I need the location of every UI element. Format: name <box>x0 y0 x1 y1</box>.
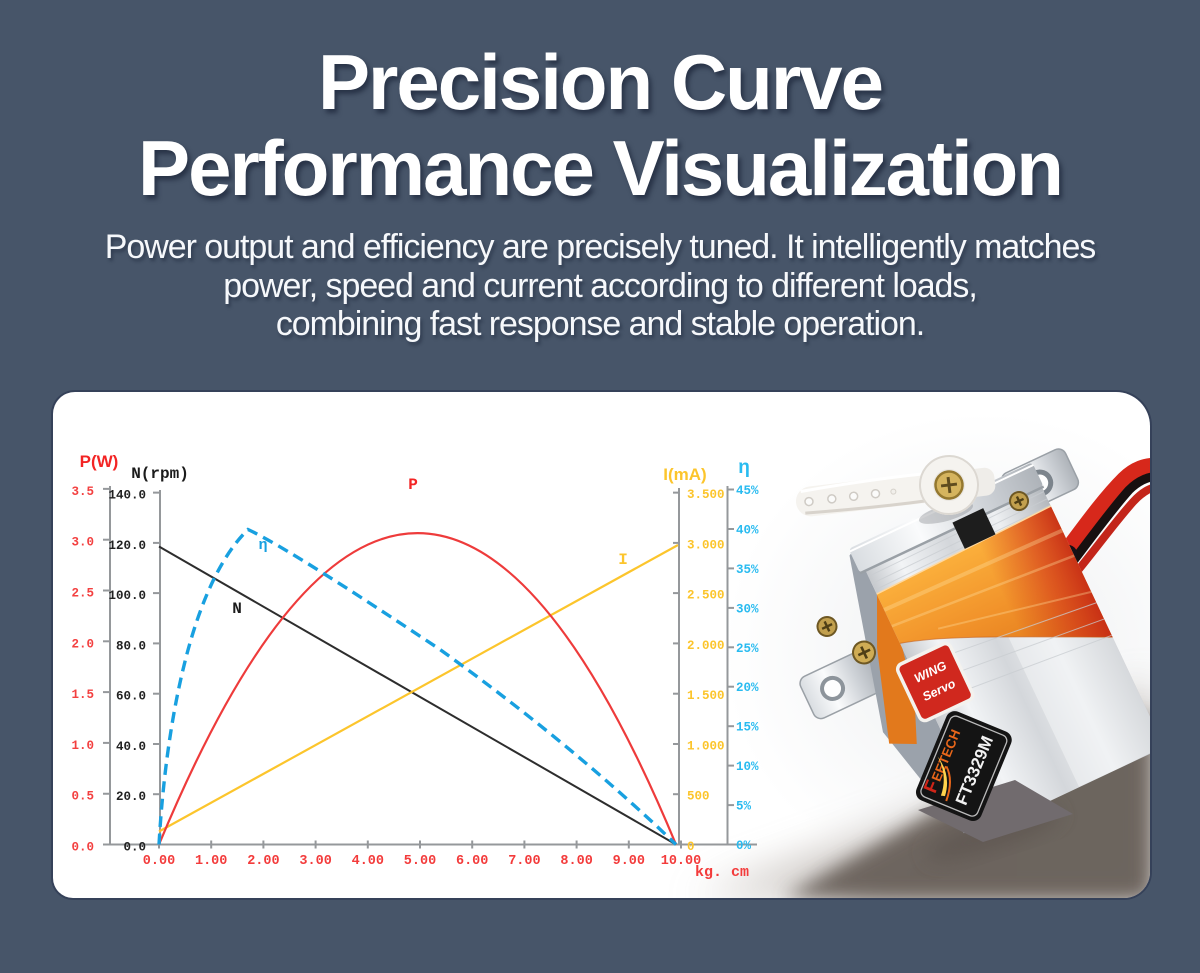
svg-text:N(rpm): N(rpm) <box>131 465 189 483</box>
svg-text:2.000: 2.000 <box>687 639 725 653</box>
svg-text:10.00: 10.00 <box>661 854 702 869</box>
svg-text:15%: 15% <box>736 721 759 735</box>
svg-text:2.0: 2.0 <box>71 637 94 651</box>
svg-text:0.00: 0.00 <box>143 854 175 869</box>
svg-text:P(W): P(W) <box>80 452 119 471</box>
svg-text:3.5: 3.5 <box>71 485 94 499</box>
svg-text:80.0: 80.0 <box>116 639 146 653</box>
svg-text:40%: 40% <box>736 524 759 538</box>
svg-text:N: N <box>232 600 242 618</box>
svg-text:0: 0 <box>687 840 695 854</box>
svg-text:2.5: 2.5 <box>71 587 94 601</box>
svg-text:9.00: 9.00 <box>613 854 645 869</box>
svg-text:0%: 0% <box>736 839 752 853</box>
svg-text:1.00: 1.00 <box>195 854 227 869</box>
svg-text:3.000: 3.000 <box>687 538 725 552</box>
svg-text:3.0: 3.0 <box>71 536 94 550</box>
svg-text:25%: 25% <box>736 642 759 656</box>
svg-text:5%: 5% <box>736 800 752 814</box>
svg-text:1.500: 1.500 <box>687 689 725 703</box>
svg-text:I(mA): I(mA) <box>663 465 706 484</box>
svg-text:45%: 45% <box>736 484 759 498</box>
svg-text:60.0: 60.0 <box>116 690 146 704</box>
svg-text:3.00: 3.00 <box>299 854 331 869</box>
svg-text:4.00: 4.00 <box>352 854 384 869</box>
svg-text:0.5: 0.5 <box>71 790 94 804</box>
svg-text:2.500: 2.500 <box>687 589 725 603</box>
svg-text:40.0: 40.0 <box>116 740 146 754</box>
svg-text:2.00: 2.00 <box>247 854 279 869</box>
svg-text:500: 500 <box>687 790 710 804</box>
svg-text:1.0: 1.0 <box>71 739 94 753</box>
svg-text:8.00: 8.00 <box>560 854 592 869</box>
svg-text:120.0: 120.0 <box>108 539 146 553</box>
svg-text:20.0: 20.0 <box>116 790 146 804</box>
svg-text:5.00: 5.00 <box>404 854 436 869</box>
svg-text:0.0: 0.0 <box>123 841 146 855</box>
svg-text:3.500: 3.500 <box>687 488 725 502</box>
svg-text:I: I <box>618 551 628 569</box>
svg-text:100.0: 100.0 <box>108 589 146 603</box>
svg-text:kg. cm: kg. cm <box>695 864 749 881</box>
svg-text:1.5: 1.5 <box>71 688 94 702</box>
svg-text:η: η <box>738 457 750 478</box>
svg-text:6.00: 6.00 <box>456 854 488 869</box>
svg-text:10%: 10% <box>736 760 759 774</box>
svg-text:η: η <box>258 537 267 554</box>
svg-text:P: P <box>408 476 418 494</box>
svg-text:140.0: 140.0 <box>108 489 146 503</box>
svg-text:35%: 35% <box>736 563 759 577</box>
svg-text:7.00: 7.00 <box>508 854 540 869</box>
svg-text:30%: 30% <box>736 602 759 616</box>
svg-text:20%: 20% <box>736 681 759 695</box>
svg-text:1.000: 1.000 <box>687 740 725 754</box>
svg-text:0.0: 0.0 <box>71 841 94 855</box>
